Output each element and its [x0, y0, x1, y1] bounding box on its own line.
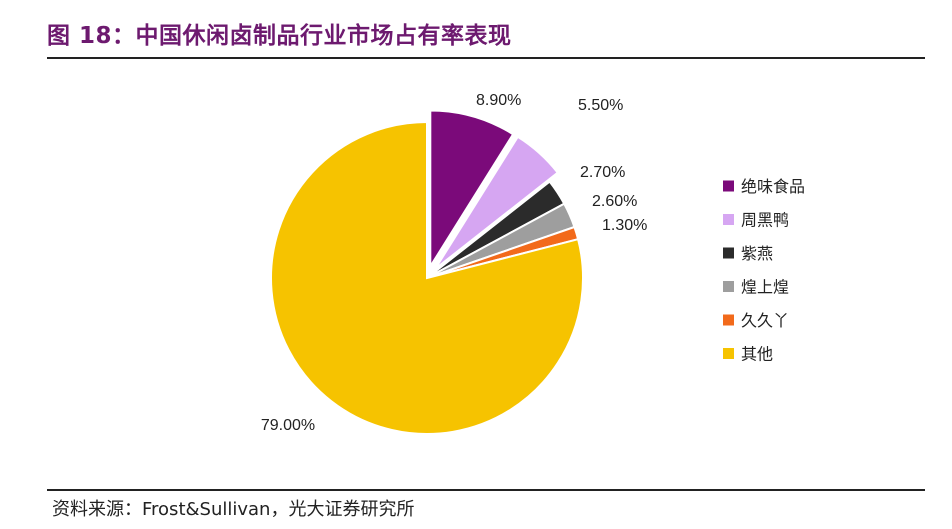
data-label-4: 2.60% [592, 193, 637, 210]
data-label-6: 79.00% [261, 417, 315, 434]
source-note: 资料来源：Frost&Sullivan，光大证券研究所 [52, 499, 415, 520]
legend-swatch-5 [723, 314, 734, 326]
pie-slices [270, 109, 584, 435]
legend-swatch-1 [723, 180, 734, 192]
data-label-1: 8.90% [476, 92, 521, 109]
legend-swatch-3 [723, 247, 734, 259]
legend-label-5: 久久丫 [741, 311, 789, 330]
pie-slice-1 [429, 109, 515, 270]
legend-swatch-2 [723, 214, 734, 225]
data-label-5: 1.30% [602, 217, 647, 234]
legend-label-2: 周黑鸭 [741, 211, 789, 230]
pie-slice-2 [434, 135, 560, 270]
top-divider [47, 57, 925, 59]
data-label-3: 2.70% [580, 164, 625, 181]
pie-slice-6 [270, 120, 584, 435]
pie-data-labels: 8.90% 5.50% 2.70% 2.60% 1.30% 79.00% [261, 92, 648, 434]
legend-label-3: 紫燕 [741, 244, 773, 263]
legend-label-6: 其他 [741, 345, 773, 364]
data-label-2: 5.50% [578, 97, 623, 114]
legend-swatch-6 [723, 348, 734, 359]
figure-title: 图 18：中国休闲卤制品行业市场占有率表现 [47, 23, 512, 49]
legend-swatch-4 [723, 281, 734, 292]
bottom-divider [47, 489, 925, 491]
legend-label-4: 煌上煌 [741, 278, 789, 297]
legend-label-1: 绝味食品 [741, 177, 805, 196]
